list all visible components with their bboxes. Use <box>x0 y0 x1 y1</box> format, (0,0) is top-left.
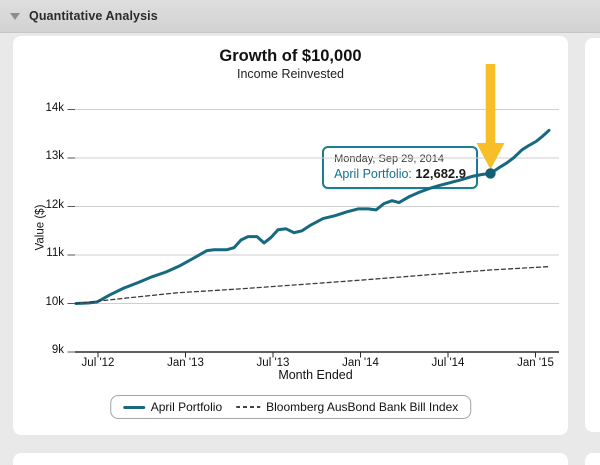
tooltip-series-label: April Portfolio: <box>334 167 412 181</box>
x-axis-label: Month Ended <box>278 368 353 382</box>
y-axis-label: Value ($) <box>34 204 47 251</box>
solid-line-swatch-icon <box>122 405 145 409</box>
next-section-card <box>13 453 568 465</box>
tooltip-date: Monday, Sep 29, 2014 <box>334 153 444 165</box>
collapse-triangle-icon <box>10 12 20 20</box>
tooltip-value-line: April Portfolio: 12,682.9 <box>334 166 466 181</box>
legend-label: April Portfolio <box>150 400 223 414</box>
dashed-line-swatch-icon <box>236 406 261 408</box>
adjacent-card-bottom-right <box>585 453 600 465</box>
chart-title: Growth of $10,000 <box>219 47 362 65</box>
adjacent-card-right <box>585 38 600 432</box>
legend-label: Bloomberg AusBond Bank Bill Index <box>266 400 459 414</box>
section-header-quantitative-analysis[interactable]: Quantitative Analysis <box>0 0 600 33</box>
chart-subtitle: Income Reinvested <box>236 67 344 81</box>
chart-tooltip: Monday, Sep 29, 2014 April Portfolio: 12… <box>322 146 478 189</box>
chart-card: Growth of $10,000 Income Reinvested Valu… <box>13 36 568 435</box>
legend-item-benchmark: Bloomberg AusBond Bank Bill Index <box>236 400 458 414</box>
tooltip-value: 12,682.9 <box>415 166 466 181</box>
chart-legend: April Portfolio Bloomberg AusBond Bank B… <box>109 395 472 419</box>
legend-item-april-portfolio: April Portfolio <box>122 400 223 414</box>
section-title: Quantitative Analysis <box>29 9 158 23</box>
